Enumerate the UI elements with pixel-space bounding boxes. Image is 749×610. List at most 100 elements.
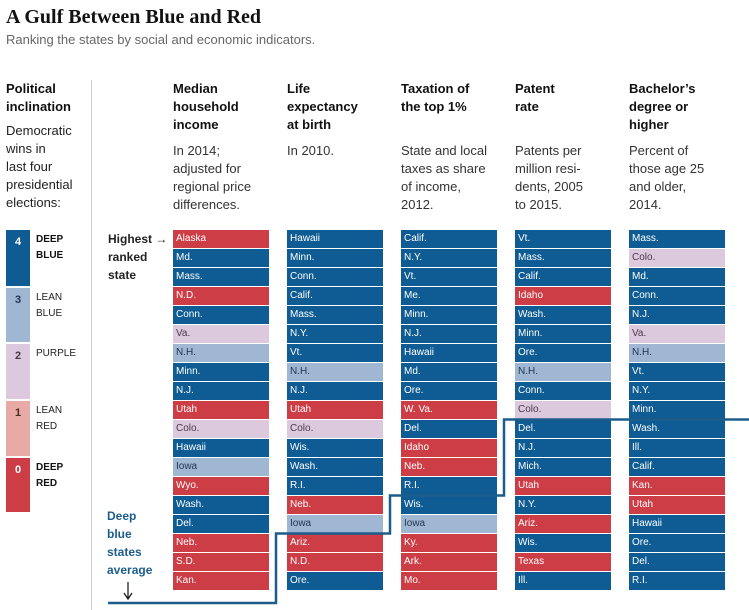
- state-cell: Ariz.: [287, 534, 383, 552]
- state-cell: Mo.: [401, 572, 497, 590]
- state-cell: Mass.: [287, 306, 383, 324]
- state-cell: Hawaii: [287, 230, 383, 248]
- legend-value: 3: [14, 294, 22, 306]
- state-cell: N.Y.: [401, 249, 497, 267]
- average-annotation: Deep blue states average: [107, 509, 153, 577]
- state-cell: N.H.: [629, 344, 725, 362]
- column-description: State and local taxes as share of income, 2…: [401, 143, 488, 212]
- legend-swatch: 4: [6, 230, 30, 286]
- state-cell: Mich.: [515, 458, 611, 476]
- state-cell: Kan.: [173, 572, 269, 590]
- state-cell: N.J.: [173, 382, 269, 400]
- state-cell: Vt.: [287, 344, 383, 362]
- state-cell: Del.: [629, 553, 725, 571]
- legend-label: DEEP RED: [36, 462, 64, 489]
- state-cell: Wyo.: [173, 477, 269, 495]
- state-cell: N.H.: [287, 363, 383, 381]
- column-heading: Taxation of the top 1%: [401, 81, 470, 114]
- state-cell: Minn.: [401, 306, 497, 324]
- state-cell: Ore.: [287, 572, 383, 590]
- highest-ranked-annotation: Highest → ranked state: [108, 232, 168, 282]
- state-cell: Calif.: [401, 230, 497, 248]
- legend-swatch: 0: [6, 458, 30, 512]
- state-cell: N.Y.: [515, 496, 611, 514]
- state-cell: Ariz.: [515, 515, 611, 533]
- legend-value: 4: [14, 236, 22, 248]
- state-cell: R.I.: [401, 477, 497, 495]
- column-heading: Bachelor’s degree or higher: [629, 81, 696, 132]
- state-cell: Calif.: [629, 458, 725, 476]
- state-cell: N.H.: [515, 363, 611, 381]
- state-cell: Minn.: [287, 249, 383, 267]
- state-cell: N.D.: [287, 553, 383, 571]
- state-cell: W. Va.: [401, 401, 497, 419]
- column-description: Patents per million resi-dents, 2005 to 20…: [515, 143, 583, 212]
- state-cell: Conn.: [515, 382, 611, 400]
- state-cell: N.J.: [515, 439, 611, 457]
- state-cell: Conn.: [173, 306, 269, 324]
- state-cell: Va.: [629, 325, 725, 343]
- legend-label: LEAN RED: [36, 405, 63, 432]
- state-cell: Idaho: [401, 439, 497, 457]
- legend-swatch: 3: [6, 288, 30, 342]
- state-cell: Minn.: [629, 401, 725, 419]
- state-cell: Colo.: [287, 420, 383, 438]
- state-cell: Iowa: [401, 515, 497, 533]
- legend-label: LEAN BLUE: [36, 292, 63, 319]
- column-heading: Life expectancy at birth: [287, 81, 358, 132]
- state-cell: N.D.: [173, 287, 269, 305]
- legend-value: 1: [14, 407, 22, 419]
- state-cell: Colo.: [173, 420, 269, 438]
- state-cell: Del.: [173, 515, 269, 533]
- legend-value: 0: [14, 464, 22, 476]
- state-cell: Mass.: [515, 249, 611, 267]
- state-cell: N.Y.: [287, 325, 383, 343]
- state-cell: Conn.: [629, 287, 725, 305]
- legend-value: 2: [14, 350, 22, 362]
- state-cell: Va.: [173, 325, 269, 343]
- divider: [91, 80, 92, 610]
- legend-label: DEEP BLUE: [36, 234, 64, 261]
- state-cell: N.J.: [287, 382, 383, 400]
- state-cell: Ill.: [629, 439, 725, 457]
- state-cell: Me.: [401, 287, 497, 305]
- column-description: Percent of those age 25 and older, 2014.: [629, 143, 705, 212]
- state-cell: Colo.: [515, 401, 611, 419]
- state-cell: Conn.: [287, 268, 383, 286]
- state-cell: Hawaii: [173, 439, 269, 457]
- state-cell: Utah: [173, 401, 269, 419]
- state-cell: Ore.: [401, 382, 497, 400]
- average-arrow-icon: [123, 582, 133, 601]
- state-cell: Wis.: [515, 534, 611, 552]
- state-cell: Ore.: [629, 534, 725, 552]
- state-cell: Wash.: [287, 458, 383, 476]
- column-description: In 2014; adjusted for regional price differ…: [173, 143, 252, 212]
- state-cell: Mass.: [173, 268, 269, 286]
- legend-description: Democratic wins in last four presidentia…: [6, 123, 73, 210]
- state-cell: Vt.: [629, 363, 725, 381]
- column-heading: Median household income: [173, 81, 239, 132]
- state-cell: Ore.: [515, 344, 611, 362]
- state-cell: Texas: [515, 553, 611, 571]
- state-cell: N.Y.: [629, 382, 725, 400]
- state-cell: Wis.: [287, 439, 383, 457]
- state-cell: R.I.: [629, 572, 725, 590]
- state-cell: Del.: [401, 420, 497, 438]
- column-description: In 2010.: [287, 143, 334, 158]
- legend-heading: Political inclination: [6, 81, 71, 114]
- state-cell: Ky.: [401, 534, 497, 552]
- state-cell: Neb.: [401, 458, 497, 476]
- state-cell: Idaho: [515, 287, 611, 305]
- state-cell: Wash.: [629, 420, 725, 438]
- column-heading: Patent rate: [515, 81, 555, 114]
- state-cell: Del.: [515, 420, 611, 438]
- state-cell: Vt.: [515, 230, 611, 248]
- state-cell: Vt.: [401, 268, 497, 286]
- state-cell: Minn.: [173, 363, 269, 381]
- state-cell: Ill.: [515, 572, 611, 590]
- state-cell: Wis.: [401, 496, 497, 514]
- state-cell: Calif.: [515, 268, 611, 286]
- state-cell: S.D.: [173, 553, 269, 571]
- legend-label: PURPLE: [36, 348, 77, 359]
- state-cell: Utah: [515, 477, 611, 495]
